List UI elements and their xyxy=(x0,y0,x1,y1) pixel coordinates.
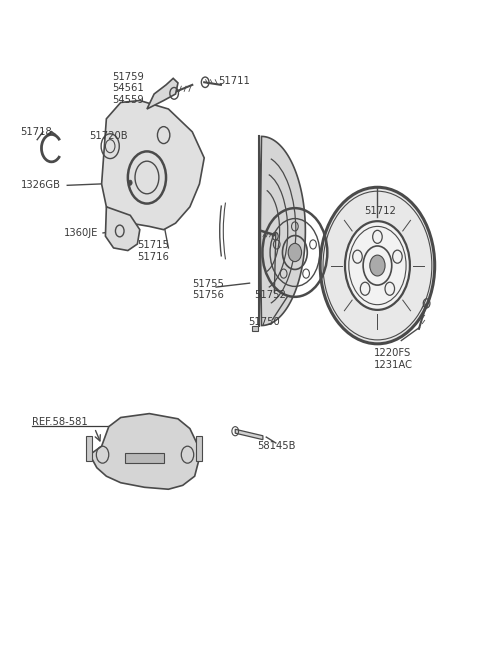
Text: 51755
51756: 51755 51756 xyxy=(192,279,224,301)
Text: 51712: 51712 xyxy=(364,206,396,216)
Polygon shape xyxy=(252,326,258,331)
Text: 51711: 51711 xyxy=(218,76,251,86)
Text: 1326GB: 1326GB xyxy=(21,180,60,191)
Polygon shape xyxy=(147,79,178,109)
Polygon shape xyxy=(106,207,140,251)
Text: 1360JE: 1360JE xyxy=(63,228,98,238)
Text: REF.58-581: REF.58-581 xyxy=(33,417,88,427)
Circle shape xyxy=(345,221,410,310)
Polygon shape xyxy=(125,453,164,463)
Polygon shape xyxy=(90,413,199,489)
Text: 51759
54561
54559: 51759 54561 54559 xyxy=(112,71,144,105)
Text: 51752: 51752 xyxy=(254,290,286,300)
Polygon shape xyxy=(259,136,305,326)
Polygon shape xyxy=(102,100,204,230)
Text: 51715
51716: 51715 51716 xyxy=(137,240,169,262)
Circle shape xyxy=(370,255,385,276)
Circle shape xyxy=(288,244,301,261)
Bar xyxy=(86,436,92,461)
Circle shape xyxy=(321,189,434,343)
Text: 51720B: 51720B xyxy=(90,132,128,141)
Text: 51718: 51718 xyxy=(21,127,52,137)
Text: 1220FS
1231AC: 1220FS 1231AC xyxy=(373,348,413,369)
Text: 51750: 51750 xyxy=(249,317,280,328)
Polygon shape xyxy=(235,429,263,440)
Circle shape xyxy=(128,180,132,185)
Text: 58145B: 58145B xyxy=(257,441,295,451)
Bar xyxy=(196,436,202,461)
